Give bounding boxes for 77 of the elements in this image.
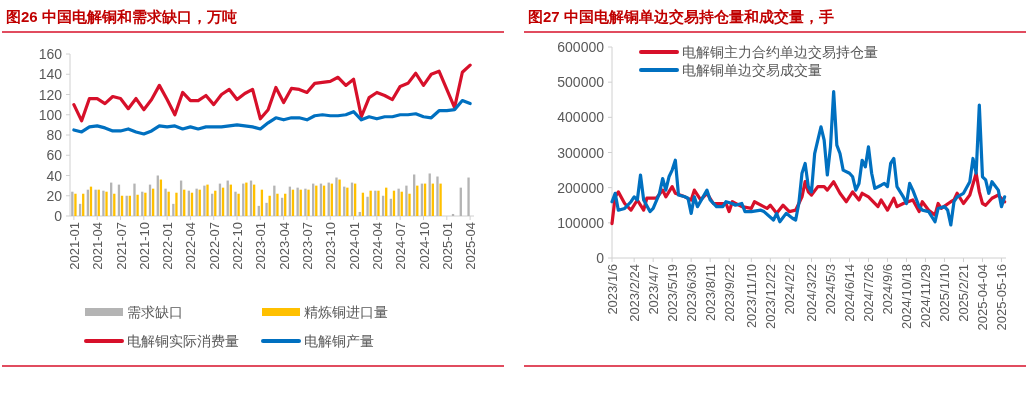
x-tick-label: 2025/1/10 bbox=[937, 264, 953, 322]
x-tick-label: 2024/2/2 bbox=[782, 264, 798, 315]
y-tick-label: 40 bbox=[46, 167, 63, 184]
bar bbox=[276, 193, 279, 216]
bar bbox=[175, 192, 178, 216]
x-tick-label: 2021-01 bbox=[66, 222, 82, 270]
bar bbox=[439, 183, 442, 216]
x-tick-label: 2025-04 bbox=[463, 222, 479, 270]
x-tick-label: 2025-01 bbox=[439, 222, 455, 270]
x-tick-label: 2021-04 bbox=[90, 222, 106, 270]
x-tick-label: 2023-10 bbox=[323, 222, 339, 270]
y-tick-label: 0 bbox=[596, 250, 605, 266]
x-tick-label: 2021-10 bbox=[136, 222, 152, 270]
bar bbox=[436, 176, 439, 216]
y-tick-label: 160 bbox=[38, 46, 63, 62]
x-tick-label: 2023/2/24 bbox=[627, 264, 643, 322]
y-tick-label: 400000 bbox=[557, 109, 605, 126]
y-tick-label: 200000 bbox=[557, 179, 605, 196]
x-tick-label: 2023-07 bbox=[299, 222, 315, 270]
y-tick-label: 80 bbox=[46, 127, 63, 143]
bar bbox=[265, 202, 268, 216]
x-tick-label: 2025-04-04 bbox=[975, 264, 991, 331]
x-tick-label: 2024/7/26 bbox=[861, 264, 877, 322]
y-tick-label: 100 bbox=[38, 106, 63, 123]
y-tick-label: 140 bbox=[38, 66, 63, 83]
x-tick-label: 2023-04 bbox=[276, 222, 292, 270]
x-tick-label: 2023/11/10 bbox=[744, 264, 760, 329]
x-tick-label: 2022-04 bbox=[183, 222, 199, 270]
x-tick-label: 2023/1/6 bbox=[605, 264, 620, 315]
x-tick-label: 2024-04 bbox=[369, 222, 385, 270]
x-tick-label: 2023/5/19 bbox=[665, 264, 681, 322]
line-series bbox=[72, 98, 472, 136]
chart-title: 图27 中国电解铜单边交易持仓量和成交量，手 bbox=[528, 8, 834, 25]
bar bbox=[467, 177, 470, 216]
line-series bbox=[610, 90, 1007, 227]
legend-label: 电解铜产量 bbox=[304, 333, 374, 349]
x-tick-label: 2025/2/21 bbox=[956, 264, 972, 322]
x-tick-label: 2024/6/14 bbox=[842, 264, 858, 322]
x-tick-label: 2024-10 bbox=[416, 222, 432, 270]
x-tick-label: 2023/9/22 bbox=[722, 264, 738, 322]
y-tick-label: 20 bbox=[46, 187, 63, 204]
x-tick-label: 2022-01 bbox=[160, 222, 176, 270]
x-tick-label: 2024-07 bbox=[393, 222, 409, 270]
x-tick-label: 2022-10 bbox=[230, 222, 246, 270]
x-tick-label: 2024-01 bbox=[346, 222, 362, 270]
legend-label: 精炼铜进口量 bbox=[304, 304, 388, 320]
x-tick-label: 2022-07 bbox=[206, 222, 222, 270]
bar bbox=[136, 194, 139, 216]
y-tick-label: 300000 bbox=[557, 144, 605, 161]
y-tick-label: 100000 bbox=[557, 214, 605, 231]
legend-label: 电解铜单边交易成交量 bbox=[682, 62, 822, 78]
legend-label: 电解铜实际消费量 bbox=[127, 333, 239, 349]
x-tick-label: 2025-05-16 bbox=[994, 264, 1010, 331]
legend-label: 需求缺口 bbox=[127, 304, 183, 320]
x-tick-label: 2024/10/18 bbox=[899, 264, 915, 330]
x-tick-label: 2024/11/29 bbox=[918, 264, 934, 329]
y-tick-label: 120 bbox=[38, 86, 63, 103]
chart-title: 图26 中国电解铜和需求缺口，万吨 bbox=[6, 8, 237, 25]
x-tick-label: 2021-07 bbox=[113, 222, 129, 270]
legend-label: 电解铜主力合约单边交易持仓量 bbox=[682, 44, 878, 60]
y-tick-label: 0 bbox=[54, 208, 63, 224]
x-tick-label: 2023/6/30 bbox=[684, 264, 700, 322]
x-tick-label: 2023-01 bbox=[253, 222, 269, 270]
bar bbox=[408, 193, 411, 216]
x-tick-label: 2023/8/11 bbox=[703, 264, 719, 321]
y-tick-label: 600000 bbox=[557, 39, 605, 55]
bar bbox=[133, 183, 136, 216]
x-tick-label: 2024/9/6 bbox=[880, 264, 896, 315]
x-tick-label: 2024/5/3 bbox=[823, 264, 839, 315]
x-tick-label: 2023/4/7 bbox=[646, 264, 662, 315]
bar bbox=[405, 185, 408, 216]
bar bbox=[366, 196, 369, 216]
x-tick-label: 2023/12/22 bbox=[763, 264, 779, 330]
y-tick-label: 60 bbox=[46, 147, 63, 164]
x-tick-label: 2024/3/22 bbox=[804, 264, 820, 322]
line-series bbox=[72, 63, 472, 123]
y-tick-label: 500000 bbox=[557, 74, 605, 91]
